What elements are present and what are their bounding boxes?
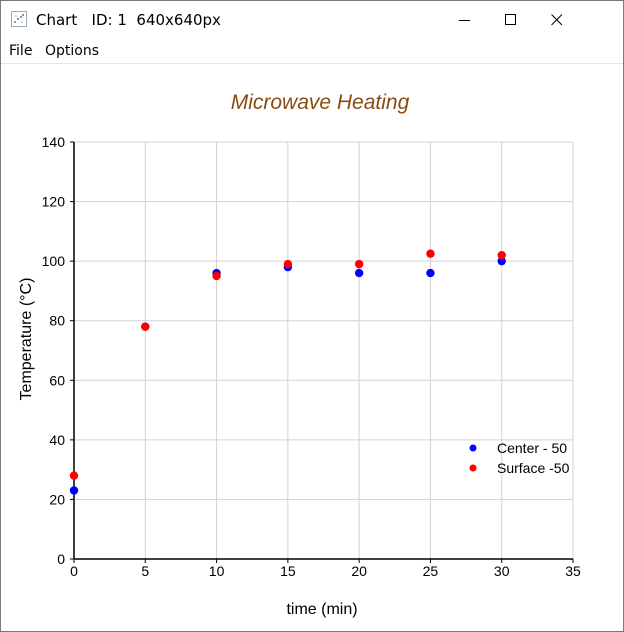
y-tick-label: 80	[49, 313, 65, 329]
legend-marker-center	[469, 444, 477, 452]
x-tick-label: 20	[351, 563, 367, 579]
x-tick-label: 0	[70, 563, 78, 579]
y-tick-label: 120	[42, 194, 66, 210]
close-icon	[551, 14, 563, 26]
x-tick-label: 5	[141, 563, 149, 579]
surface-point	[497, 250, 506, 260]
x-tick-label: 10	[209, 563, 225, 579]
maximize-button[interactable]	[488, 1, 534, 39]
x-tick-label: 35	[565, 563, 581, 579]
legend-label-surface: Surface -50	[497, 460, 570, 476]
center-point	[69, 486, 79, 495]
surface-point	[426, 249, 435, 258]
center-point	[497, 256, 506, 266]
y-axis-label: Temperature (°C)	[18, 278, 35, 401]
surface-point	[141, 322, 150, 331]
y-tick-label: 0	[57, 551, 65, 567]
center-point	[426, 268, 435, 278]
chart-icon	[11, 11, 27, 27]
window-title: Chart ID: 1 640x640px	[36, 11, 221, 29]
legend: Center - 50 Surface -50	[469, 440, 570, 476]
surface-point	[354, 259, 364, 269]
scatter-chart: 0 5 10 15 20 25 30 35 0 20 40 60 80 100 120 140 Microwa…	[18, 91, 581, 618]
title-bar[interactable]: Chart ID: 1 640x640px	[1, 1, 623, 39]
surface-point	[283, 259, 293, 269]
menu-file[interactable]: File	[9, 43, 33, 59]
x-tick-label: 25	[423, 563, 439, 579]
minimize-icon	[459, 20, 470, 21]
data-points	[69, 249, 506, 495]
grid-lines	[73, 141, 574, 560]
close-button[interactable]	[534, 1, 580, 39]
menu-options[interactable]: Options	[45, 43, 100, 59]
y-tick-label: 60	[49, 372, 65, 388]
surface-point	[212, 271, 221, 281]
legend-label-center: Center - 50	[497, 440, 567, 456]
menu-bar: File Options	[1, 39, 623, 64]
x-tick-label: 15	[280, 563, 296, 579]
y-tick-label: 140	[42, 134, 66, 150]
tick-labels: 0 5 10 15 20 25 30 35 0 20 40 60 80 100 120 140	[42, 134, 581, 579]
y-tick-label: 40	[49, 432, 65, 448]
chart-title: Microwave Heating	[231, 91, 410, 114]
center-point	[354, 268, 364, 278]
y-tick-label: 100	[42, 253, 66, 269]
maximize-icon	[505, 14, 516, 25]
x-tick-label: 30	[494, 563, 510, 579]
y-tick-label: 20	[49, 491, 65, 507]
surface-point	[69, 471, 79, 480]
minimize-button[interactable]	[442, 1, 488, 39]
x-axis-label: time (min)	[286, 601, 357, 618]
legend-marker-surface	[469, 464, 477, 472]
